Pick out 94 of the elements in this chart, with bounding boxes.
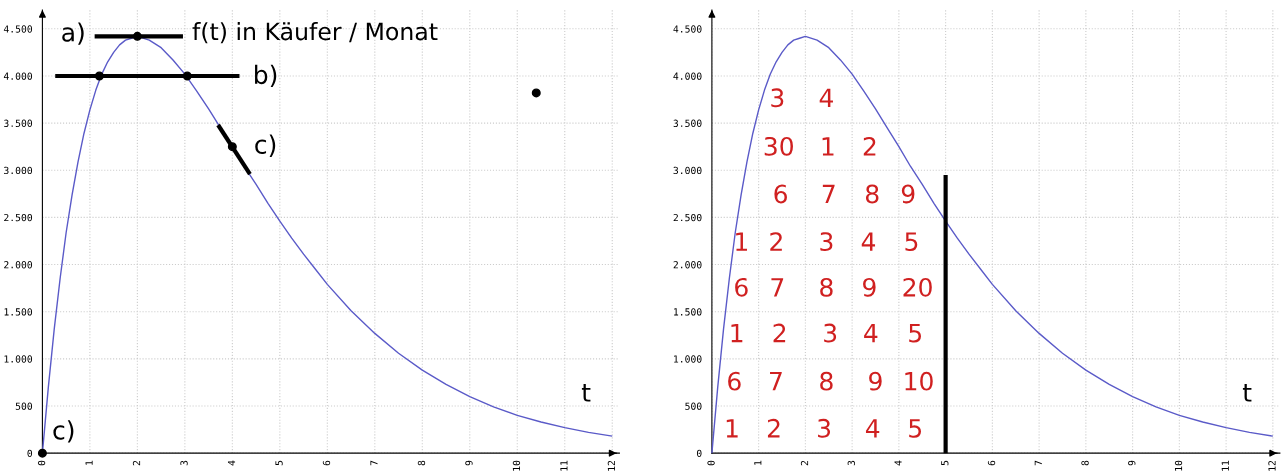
x-tick-label: 8 bbox=[417, 460, 426, 466]
annotation: 4 bbox=[864, 323, 878, 343]
y-tick-label: 4.000 bbox=[3, 72, 33, 80]
y-tick-label: 1.500 bbox=[4, 308, 33, 316]
annotation: 4 bbox=[861, 232, 876, 251]
annotation: 6 bbox=[735, 277, 748, 297]
annotation: 9 bbox=[869, 371, 882, 391]
annotation: 2 bbox=[863, 136, 876, 156]
y-tick-label: 2.500 bbox=[673, 213, 702, 222]
annotation: 5 bbox=[905, 232, 918, 252]
x-tick-label: 5 bbox=[941, 460, 949, 466]
x-tick-label: 10 bbox=[1174, 460, 1183, 471]
annotation: 9 bbox=[901, 184, 915, 204]
annotation: 1 bbox=[731, 323, 743, 343]
x-tick-label: 11 bbox=[560, 460, 568, 471]
x-tick-label: 11 bbox=[1221, 460, 1229, 471]
y-tick-label: 4.500 bbox=[3, 25, 33, 33]
annotation: 7 bbox=[822, 184, 835, 204]
x-tick-label: 6 bbox=[987, 460, 996, 466]
annotation: 30 bbox=[764, 136, 793, 156]
annotation: a) bbox=[62, 22, 84, 45]
annotation: 4 bbox=[819, 88, 833, 107]
x-tick-label: 0 bbox=[37, 460, 46, 466]
point bbox=[132, 31, 142, 41]
x-tick-label: 9 bbox=[1128, 460, 1136, 466]
x-tick-label: 5 bbox=[275, 460, 283, 466]
annotation: 3 bbox=[771, 88, 784, 108]
y-tick-label: 2.000 bbox=[673, 261, 702, 269]
annotation: c) bbox=[255, 134, 276, 157]
x-tick-label: 10 bbox=[512, 460, 521, 471]
annotation: 2 bbox=[773, 323, 786, 343]
point bbox=[37, 448, 47, 458]
x-tick-label: 8 bbox=[1081, 460, 1089, 466]
y-tick-label: 500 bbox=[685, 402, 702, 410]
y-tick-label: 1.000 bbox=[4, 355, 33, 363]
annotation: 2 bbox=[770, 232, 782, 251]
y-tick-label: 4.500 bbox=[673, 25, 702, 33]
annotation: t bbox=[1242, 384, 1252, 402]
x-tick-label: 4 bbox=[227, 460, 236, 466]
x-tick-label: 12 bbox=[1268, 460, 1276, 471]
x-tick-label: 2 bbox=[132, 460, 141, 466]
annotation: 5 bbox=[909, 419, 922, 438]
y-tick-label: 2.500 bbox=[4, 213, 33, 222]
y-tick-label: 1.500 bbox=[674, 308, 702, 316]
annotation: 2 bbox=[767, 418, 780, 438]
x-tick-label: 4 bbox=[894, 460, 902, 466]
annotation: f(t) in Käufer / Monat bbox=[192, 22, 438, 44]
x-tick-label: 6 bbox=[322, 460, 331, 466]
point bbox=[227, 142, 237, 152]
point bbox=[531, 88, 541, 98]
annotation: 1 bbox=[822, 137, 834, 156]
annotation: 20 bbox=[903, 277, 932, 297]
x-tick-label: 1 bbox=[754, 460, 762, 465]
line-series bbox=[711, 35, 1274, 454]
x-tick-label: 1 bbox=[85, 460, 93, 465]
y-tick-label: 3.000 bbox=[673, 166, 702, 175]
annotation: 8 bbox=[820, 371, 833, 391]
x-tick-label: 7 bbox=[370, 460, 378, 466]
annotation: 6 bbox=[774, 184, 787, 204]
y-tick-label: 4.000 bbox=[673, 72, 702, 80]
y-tick-label: 1.000 bbox=[674, 355, 702, 363]
annotation: 6 bbox=[728, 371, 741, 391]
annotation: 4 bbox=[865, 419, 880, 438]
x-tick-label: 3 bbox=[847, 460, 855, 466]
y-tick-label: 0 bbox=[696, 449, 702, 457]
annotation: t bbox=[581, 384, 591, 402]
annotation: 9 bbox=[863, 277, 876, 297]
annotation: 8 bbox=[865, 184, 879, 204]
annotation: 3 bbox=[820, 232, 833, 252]
annotation: 1 bbox=[726, 419, 738, 438]
x-tick-label: 3 bbox=[180, 460, 188, 466]
x-tick-label: 2 bbox=[800, 460, 809, 466]
x-tick-label: 0 bbox=[707, 460, 715, 466]
annotation: 1 bbox=[736, 232, 747, 251]
annotation: 3 bbox=[824, 323, 837, 343]
annotation: b) bbox=[255, 64, 277, 88]
y-tick-label: 500 bbox=[15, 402, 33, 410]
annotation: 7 bbox=[771, 278, 784, 297]
x-tick-label: 7 bbox=[1034, 460, 1042, 466]
annotation: 8 bbox=[820, 277, 833, 297]
annotation: c) bbox=[53, 420, 74, 443]
point bbox=[94, 71, 104, 81]
x-tick-label: 9 bbox=[465, 460, 473, 466]
point bbox=[182, 71, 192, 81]
y-tick-label: 0 bbox=[27, 449, 33, 457]
y-tick-label: 3.000 bbox=[4, 166, 33, 175]
annotation: 10 bbox=[905, 371, 933, 391]
y-tick-label: 3.500 bbox=[4, 119, 33, 127]
y-tick-label: 3.500 bbox=[673, 119, 702, 127]
y-tick-label: 2.000 bbox=[4, 261, 33, 269]
annotation: 3 bbox=[818, 418, 831, 438]
annotation: 7 bbox=[770, 372, 782, 391]
annotation: 5 bbox=[909, 323, 922, 343]
x-tick-label: 12 bbox=[607, 460, 615, 471]
